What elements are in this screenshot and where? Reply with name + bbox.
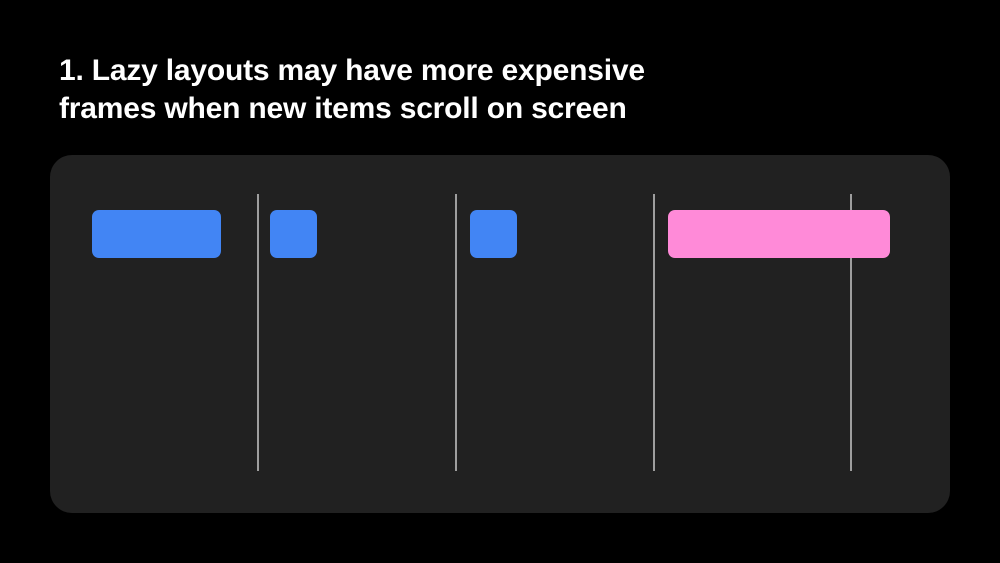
frame-boundary-line <box>257 194 259 471</box>
frame-work-bar-normal <box>470 210 517 258</box>
frame-boundary-line <box>653 194 655 471</box>
frame-timeline-panel <box>50 155 950 513</box>
frame-boundary-line <box>455 194 457 471</box>
title-line-1: 1. Lazy layouts may have more expensive <box>59 54 645 87</box>
frame-work-bar-normal <box>92 210 221 258</box>
frame-work-bar-normal <box>270 210 317 258</box>
slide-title: 1. Lazy layouts may have more expensive … <box>59 52 645 128</box>
frame-boundary-line <box>850 194 852 471</box>
title-line-2: frames when new items scroll on screen <box>59 92 627 125</box>
frame-work-bar-expensive <box>668 210 890 258</box>
